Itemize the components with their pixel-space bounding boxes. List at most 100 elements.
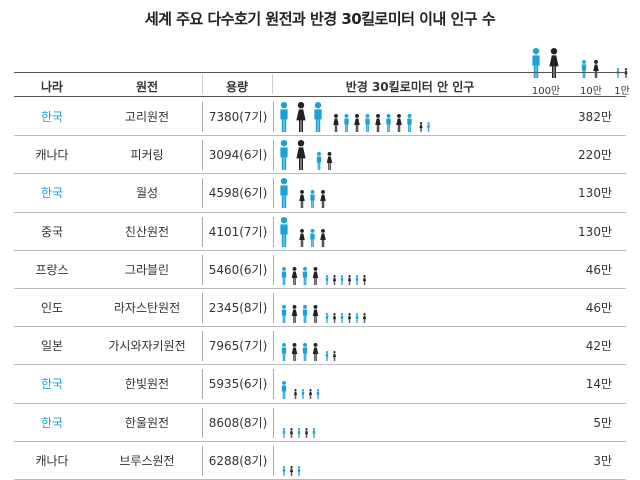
header-country: 나라 bbox=[40, 80, 64, 94]
person-small-icon bbox=[316, 389, 320, 400]
legend-person-small-female-icon bbox=[624, 68, 628, 78]
row-plant: 그라블린 bbox=[124, 262, 170, 277]
row-rule bbox=[14, 440, 626, 442]
person-small-icon bbox=[293, 389, 298, 400]
person-medium-icon bbox=[299, 228, 305, 247]
person-small-icon bbox=[325, 274, 329, 285]
row-plant: 가시와자키원전 bbox=[108, 339, 186, 354]
person-medium-icon bbox=[407, 114, 412, 132]
header-top-rule bbox=[14, 72, 626, 73]
legend-person-medium-female-icon bbox=[593, 60, 599, 78]
pictogram-svg bbox=[280, 140, 333, 171]
table-row: 인도 라자스탄원전 2345(8기) 46만 bbox=[0, 289, 640, 327]
row-capacity: 5460(6기) bbox=[202, 254, 274, 285]
row-plant: 고리원전 bbox=[124, 110, 170, 124]
row-population-label: 130만 bbox=[578, 186, 612, 201]
person-medium-icon bbox=[365, 114, 370, 132]
legend-icons bbox=[532, 48, 628, 78]
header-bottom-rule bbox=[14, 96, 626, 97]
person-small-icon bbox=[347, 313, 352, 323]
row-country: 한국 bbox=[40, 186, 64, 201]
row-population-label: 3만 bbox=[593, 453, 612, 468]
person-medium-icon bbox=[281, 343, 287, 362]
legend-person-small-male-icon bbox=[616, 68, 620, 78]
pictogram-svg bbox=[281, 343, 337, 362]
row-population-label: 14만 bbox=[585, 377, 612, 392]
person-small-icon bbox=[332, 274, 337, 285]
row-country: 캐나다 bbox=[35, 148, 69, 163]
header-population: 반경 30킬로미터 안 인구 bbox=[345, 80, 475, 94]
header-capacity: 용량 bbox=[225, 80, 249, 94]
table-row: 한국 월성 4598(6기) 130만 bbox=[0, 174, 640, 212]
chart-title: 세계 주요 다수호기 원전과 반경 30킬로미터 이내 인구 수 bbox=[144, 10, 496, 28]
row-capacity: 2345(8기) bbox=[202, 293, 274, 323]
person-small-icon bbox=[355, 313, 359, 323]
pictogram-svg bbox=[280, 178, 326, 209]
legend-person-large-female-icon bbox=[549, 48, 559, 78]
pictogram-svg bbox=[281, 266, 367, 285]
row-country: 한국 bbox=[40, 377, 64, 392]
person-large-icon bbox=[280, 140, 288, 171]
row-plant: 피커링 bbox=[130, 148, 164, 163]
pictogram-svg bbox=[281, 381, 320, 400]
infographic: 세계 주요 다수호기 원전과 반경 30킬로미터 이내 인구 수 100만 10… bbox=[0, 10, 640, 480]
row-population-label: 46만 bbox=[585, 262, 612, 277]
person-small-icon bbox=[355, 274, 359, 285]
table-row: 프랑스 그라블린 5460(6기) 46만 bbox=[0, 251, 640, 289]
person-small-icon bbox=[362, 274, 367, 285]
person-medium-icon bbox=[312, 343, 319, 362]
person-medium-icon bbox=[316, 152, 322, 171]
legend-person-large-male-icon bbox=[532, 48, 540, 78]
table-row: 캐나다 피커링 3094(6기) 220만 bbox=[0, 136, 640, 174]
table-row: 중국 친산원전 4101(7기) 130만 bbox=[0, 213, 640, 251]
row-capacity: 5935(6기) bbox=[202, 369, 274, 400]
pictogram-svg bbox=[281, 305, 367, 323]
person-medium-icon bbox=[281, 381, 287, 400]
person-small-icon bbox=[325, 313, 329, 323]
row-capacity: 3094(6기) bbox=[202, 140, 274, 171]
row-plant: 라자스탄원전 bbox=[113, 301, 181, 315]
person-large-icon bbox=[296, 140, 306, 171]
person-medium-icon bbox=[354, 114, 360, 132]
table-row: 캐나다 브루스원전 6288(8기) 3만 bbox=[0, 442, 640, 480]
person-medium-icon bbox=[386, 114, 391, 132]
legend-label-1man: 1만 bbox=[614, 86, 630, 97]
row-plant: 한울원전 bbox=[124, 415, 170, 430]
row-rule bbox=[14, 326, 626, 328]
person-medium-icon bbox=[344, 114, 349, 132]
row-rule bbox=[14, 249, 626, 251]
person-large-icon bbox=[296, 102, 306, 132]
pictogram-svg bbox=[282, 427, 316, 438]
population-pictogram bbox=[276, 365, 596, 403]
person-small-icon bbox=[282, 427, 286, 438]
row-capacity: 4598(6기) bbox=[202, 178, 274, 209]
person-small-icon bbox=[308, 389, 313, 400]
row-capacity: 6288(8기) bbox=[202, 445, 274, 476]
person-large-icon bbox=[280, 216, 288, 247]
row-rule bbox=[14, 288, 626, 289]
row-population-label: 130만 bbox=[578, 224, 612, 239]
person-medium-icon bbox=[302, 305, 308, 323]
person-small-icon bbox=[340, 274, 344, 285]
row-rule bbox=[14, 402, 626, 404]
row-population-label: 46만 bbox=[585, 301, 612, 315]
row-plant: 한빛원전 bbox=[124, 377, 170, 392]
legend-person-medium-male-icon bbox=[581, 60, 587, 78]
population-pictogram bbox=[276, 174, 596, 212]
header-separator bbox=[202, 74, 203, 94]
person-small-icon bbox=[312, 427, 316, 438]
population-pictogram bbox=[276, 136, 596, 174]
person-medium-icon bbox=[320, 190, 326, 209]
population-pictogram bbox=[276, 327, 596, 365]
row-capacity: 4101(7기) bbox=[202, 216, 274, 247]
population-pictogram bbox=[276, 404, 596, 442]
row-population-label: 382만 bbox=[578, 110, 612, 124]
person-medium-icon bbox=[302, 266, 308, 285]
row-country: 한국 bbox=[40, 415, 64, 430]
population-pictogram bbox=[276, 442, 596, 480]
row-country: 프랑스 bbox=[35, 262, 69, 277]
person-medium-icon bbox=[310, 228, 315, 247]
legend-label-100man: 100만 bbox=[531, 86, 561, 97]
table-row: 한국 한빛원전 5935(6기) 14만 bbox=[0, 365, 640, 403]
row-population-label: 5만 bbox=[593, 415, 612, 430]
